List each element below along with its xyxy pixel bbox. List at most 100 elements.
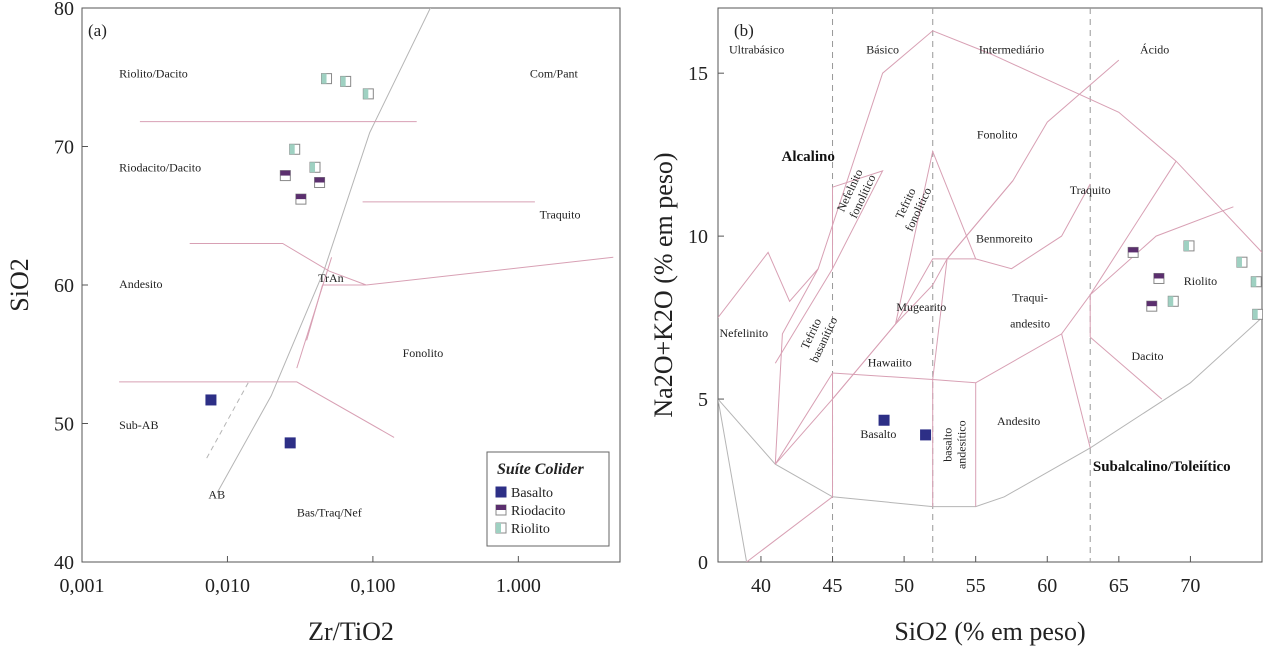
boundary-line	[306, 284, 367, 341]
y-axis-title: Na2O+K2O (% em peso)	[649, 152, 678, 417]
x-tick-label: 45	[823, 575, 843, 597]
series-region-label: Subalcalino/Toleiítico	[1093, 459, 1231, 475]
field-label: Mugearito	[896, 300, 946, 314]
y-tick-label: 15	[688, 63, 708, 85]
data-point-basalto	[920, 429, 932, 441]
boundary-line	[216, 8, 431, 494]
data-point-riodacito	[279, 170, 291, 182]
boundary-line	[119, 381, 395, 438]
x-tick-label: 55	[966, 575, 986, 597]
boundary-line	[366, 256, 614, 286]
x-axis-title: SiO2 (% em peso)	[894, 617, 1085, 646]
field-label: Fonolito	[977, 127, 1018, 141]
legend-item-label: Riodacito	[511, 504, 565, 519]
panel-label-a: (a)	[88, 21, 107, 40]
field-label: andesito	[1010, 316, 1050, 330]
rotated-field-label-line: basalto	[941, 428, 955, 462]
legend-title: Suíte Colider	[497, 461, 584, 478]
series-region-label: Alcalino	[782, 149, 835, 165]
data-point-riodacito	[314, 177, 326, 189]
y-tick-label: 40	[54, 552, 74, 574]
field-label: Andesito	[119, 277, 162, 291]
data-point-basalto	[878, 414, 890, 426]
data-point-riolito	[1167, 295, 1179, 307]
boundary-line	[1089, 160, 1177, 296]
data-point-riodacito	[1127, 246, 1139, 258]
legend-marker-riolito	[495, 522, 507, 534]
data-point-riodacito	[1153, 272, 1165, 284]
x-tick-label: 0,010	[205, 575, 250, 597]
data-point-riolito	[289, 143, 301, 155]
boundary-line	[946, 180, 1014, 260]
boundary-line	[189, 243, 367, 286]
category-label: Básico	[866, 43, 899, 57]
data-point-riolito	[340, 75, 352, 87]
boundary-line	[832, 183, 1091, 400]
boundary-line	[832, 170, 884, 269]
field-label: Andesito	[997, 414, 1040, 428]
x-tick-label: 1.000	[496, 575, 541, 597]
boundary-line	[718, 30, 1262, 318]
field-label: Riolito	[1184, 274, 1217, 288]
data-point-riolito	[362, 88, 374, 100]
field-label: Riolito/Dacito	[119, 66, 188, 80]
y-tick-label: 0	[698, 552, 708, 574]
legend-marker-basalto	[495, 486, 507, 498]
boundary-line	[774, 206, 1234, 465]
panel-a-field-boundaries	[119, 8, 614, 494]
data-point-basalto	[205, 394, 217, 406]
panel-label-b: (b)	[734, 21, 754, 40]
boundary-line	[895, 149, 977, 325]
x-tick-label: 0,100	[350, 575, 395, 597]
legend-box	[486, 451, 610, 547]
panel-a-zr-tio2-vs-sio2: 0,001 0,010 0,100 1.000 40 50 60 70 80 Zr/TiO2 SiO…	[5, 0, 621, 646]
field-label: Traquito	[1070, 183, 1111, 197]
data-point-riolito	[321, 73, 333, 85]
field-label: TrAn	[318, 271, 344, 285]
y-tick-label: 50	[54, 414, 74, 436]
field-label: Nefelinito	[719, 326, 768, 340]
y-tick-label: 80	[54, 0, 74, 20]
field-label: Dacito	[1131, 349, 1163, 363]
field-label: Bas/Traq/Nef	[297, 505, 362, 519]
field-label: Sub-AB	[119, 418, 158, 432]
data-point-riolito	[1250, 276, 1262, 288]
legend-item-label: Basalto	[511, 486, 553, 501]
y-tick-label: 70	[54, 137, 74, 159]
field-label: Basalto	[860, 427, 896, 441]
x-tick-label: 65	[1109, 575, 1129, 597]
legend: Suíte Colider Basalto Riodacito Riolito	[486, 451, 610, 547]
x-tick-label: 60	[1037, 575, 1057, 597]
boundary-line	[774, 268, 819, 465]
legend-item-label: Riolito	[511, 522, 550, 537]
x-tick-label: 40	[751, 575, 771, 597]
rotated-field-label: Tefritofonolítico	[889, 179, 934, 233]
y-tick-label: 5	[698, 389, 708, 411]
panel-b-frame	[717, 7, 1263, 563]
x-tick-label: 70	[1180, 575, 1200, 597]
category-label: Ácido	[1140, 43, 1169, 57]
panel-b-tas-diagram: 40 45 50 55 60 65 70 0 5 10 15 SiO2 (% em peso) Na2O…	[649, 7, 1263, 646]
data-point-riolito	[1236, 256, 1248, 268]
field-label: Riodacito/Dacito	[119, 160, 201, 174]
boundary-line	[1089, 336, 1163, 400]
data-point-riolito	[1252, 308, 1263, 320]
data-point-riodacito	[1146, 300, 1158, 312]
y-tick-label: 60	[54, 275, 74, 297]
data-point-riolito	[309, 161, 321, 173]
boundary-line	[296, 257, 333, 369]
category-label: Intermediário	[979, 43, 1044, 57]
y-axis-title: SiO2	[5, 258, 34, 311]
field-label: AB	[208, 487, 225, 501]
legend-marker-riodacito	[495, 504, 507, 516]
rotated-field-label-line: andesítico	[955, 420, 969, 469]
field-label: Traquito	[540, 208, 581, 222]
rotated-field-label: Tefritobasanítico	[794, 309, 840, 365]
panel-b-field-boundaries	[718, 8, 1262, 562]
field-label: Fonolito	[403, 346, 444, 360]
data-point-basalto	[284, 437, 296, 449]
x-axis-title: Zr/TiO2	[308, 617, 394, 646]
field-label: Traqui-	[1012, 290, 1048, 304]
boundary-dashed-line	[206, 381, 250, 459]
